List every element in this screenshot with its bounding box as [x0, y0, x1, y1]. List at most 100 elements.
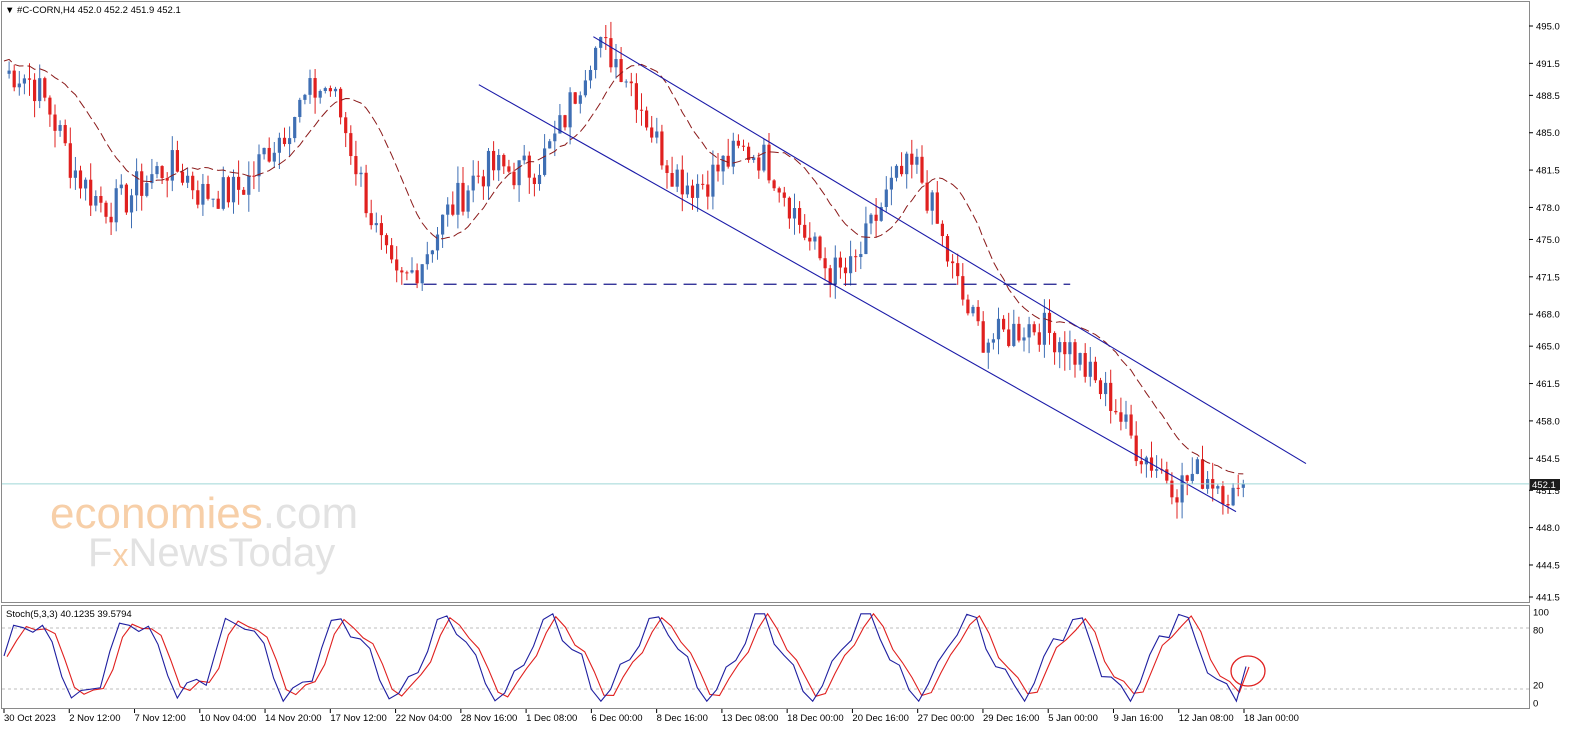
candle-body [548, 141, 552, 149]
candle-body [68, 143, 72, 178]
candle-body [379, 223, 383, 236]
time-tick-label: 18 Jan 00:00 [1244, 713, 1299, 724]
time-tick-label: 1 Dec 08:00 [526, 713, 577, 724]
candle-body [1012, 323, 1016, 346]
candle-body [905, 153, 909, 175]
candle-body [1190, 473, 1194, 481]
candle-body [996, 318, 1001, 340]
candle-body [588, 69, 593, 81]
candlestick-series [7, 21, 1245, 519]
price-tick-label: 471.5 [1536, 272, 1560, 283]
candle-body [497, 154, 501, 171]
candle-body [813, 236, 817, 242]
channel-lower-line[interactable] [478, 84, 1237, 513]
candle-body [476, 175, 480, 177]
price-tick-label: 441.5 [1536, 593, 1560, 604]
current-price-value: 452.1 [1532, 480, 1556, 491]
candle-body [405, 272, 409, 274]
price-tick-label: 448.0 [1536, 523, 1560, 534]
candle-body [53, 114, 57, 131]
candle-body [456, 182, 460, 215]
candle-body [466, 190, 470, 212]
price-tick-label: 465.0 [1536, 342, 1560, 353]
candle-body [262, 147, 266, 155]
candle-body [135, 171, 139, 196]
candle-body [145, 183, 149, 196]
candle-body [339, 88, 343, 118]
stoch-level-label: 80 [1533, 626, 1544, 637]
price-tick-label: 454.5 [1536, 454, 1560, 465]
price-tick-label: 451.5 [1536, 486, 1560, 497]
candle-body [685, 185, 689, 195]
candle-body [731, 140, 735, 167]
candle-body [614, 59, 618, 68]
candle-body [854, 256, 858, 258]
candle-body [395, 259, 399, 271]
candle-body [808, 237, 812, 242]
candle-body [1236, 487, 1240, 489]
candle-body [594, 47, 598, 70]
time-tick-label: 12 Jan 08:00 [1179, 713, 1234, 724]
candle-body [1063, 342, 1067, 355]
price-tick-label: 458.0 [1536, 416, 1560, 427]
price-tick-label: 491.5 [1536, 59, 1560, 70]
candle-body [741, 145, 746, 147]
candle-body [1175, 497, 1179, 503]
stoch-level-label: 0 [1533, 699, 1538, 710]
candle-body [104, 202, 108, 217]
candle-body [186, 175, 190, 183]
candle-body [1042, 312, 1046, 345]
watermark-brand-main: economies [50, 489, 263, 538]
candle-body [874, 214, 878, 221]
time-tick-label: 6 Dec 00:00 [591, 713, 642, 724]
candle-body [604, 37, 608, 39]
candle-body [930, 192, 934, 211]
time-tick-label: 18 Dec 00:00 [787, 713, 844, 724]
candle-body [828, 268, 832, 284]
candle-body [451, 204, 455, 215]
candle-body [481, 176, 485, 187]
candle-body [757, 157, 761, 171]
candle-body [696, 183, 700, 198]
candle-body [645, 110, 649, 128]
candle-body [777, 188, 781, 193]
svg-text:FxNewsToday: FxNewsToday [88, 531, 335, 575]
candle-body [869, 214, 873, 224]
time-tick-label: 10 Nov 04:00 [200, 713, 257, 724]
watermark-sub-part1: F [88, 531, 112, 575]
candle-body [48, 97, 52, 115]
candle-body [915, 156, 919, 165]
candle-body [782, 192, 786, 198]
chart-symbol-header: ▼ #C-CORN,H4 452.0 452.2 451.9 452.1 [5, 5, 181, 16]
time-tick-label: 9 Jan 16:00 [1113, 713, 1163, 724]
candle-body [762, 144, 766, 171]
candle-body [701, 183, 705, 185]
current-price-badge: 452.1 [1530, 479, 1560, 491]
candle-body [609, 38, 613, 68]
watermark-sub-part2: NewsToday [128, 531, 335, 575]
time-axis: 30 Oct 2023 2 Nov 12:00 7 Nov 12:00 10 Nov … [3, 709, 1299, 724]
candle-body [1083, 353, 1087, 377]
candle-body [400, 270, 404, 273]
candle-body [951, 261, 955, 264]
candle-body [318, 90, 322, 98]
candle-body [670, 173, 674, 187]
candle-body [543, 148, 547, 175]
candle-body [619, 59, 623, 82]
candle-body [63, 125, 67, 144]
candle-body [1165, 469, 1169, 481]
candle-body [471, 175, 475, 191]
candle-body [308, 78, 312, 95]
candle-body [680, 169, 684, 195]
candle-body [1180, 475, 1184, 503]
time-tick-label: 20 Dec 16:00 [852, 713, 909, 724]
candle-body [736, 140, 740, 146]
time-tick-label: 30 Oct 2023 [4, 713, 56, 724]
channel-upper-line[interactable] [593, 36, 1307, 465]
candle-body [1155, 469, 1159, 471]
candle-body [787, 197, 791, 219]
candle-body [1093, 361, 1097, 381]
candle-body [349, 133, 353, 157]
candle-body [410, 270, 414, 273]
